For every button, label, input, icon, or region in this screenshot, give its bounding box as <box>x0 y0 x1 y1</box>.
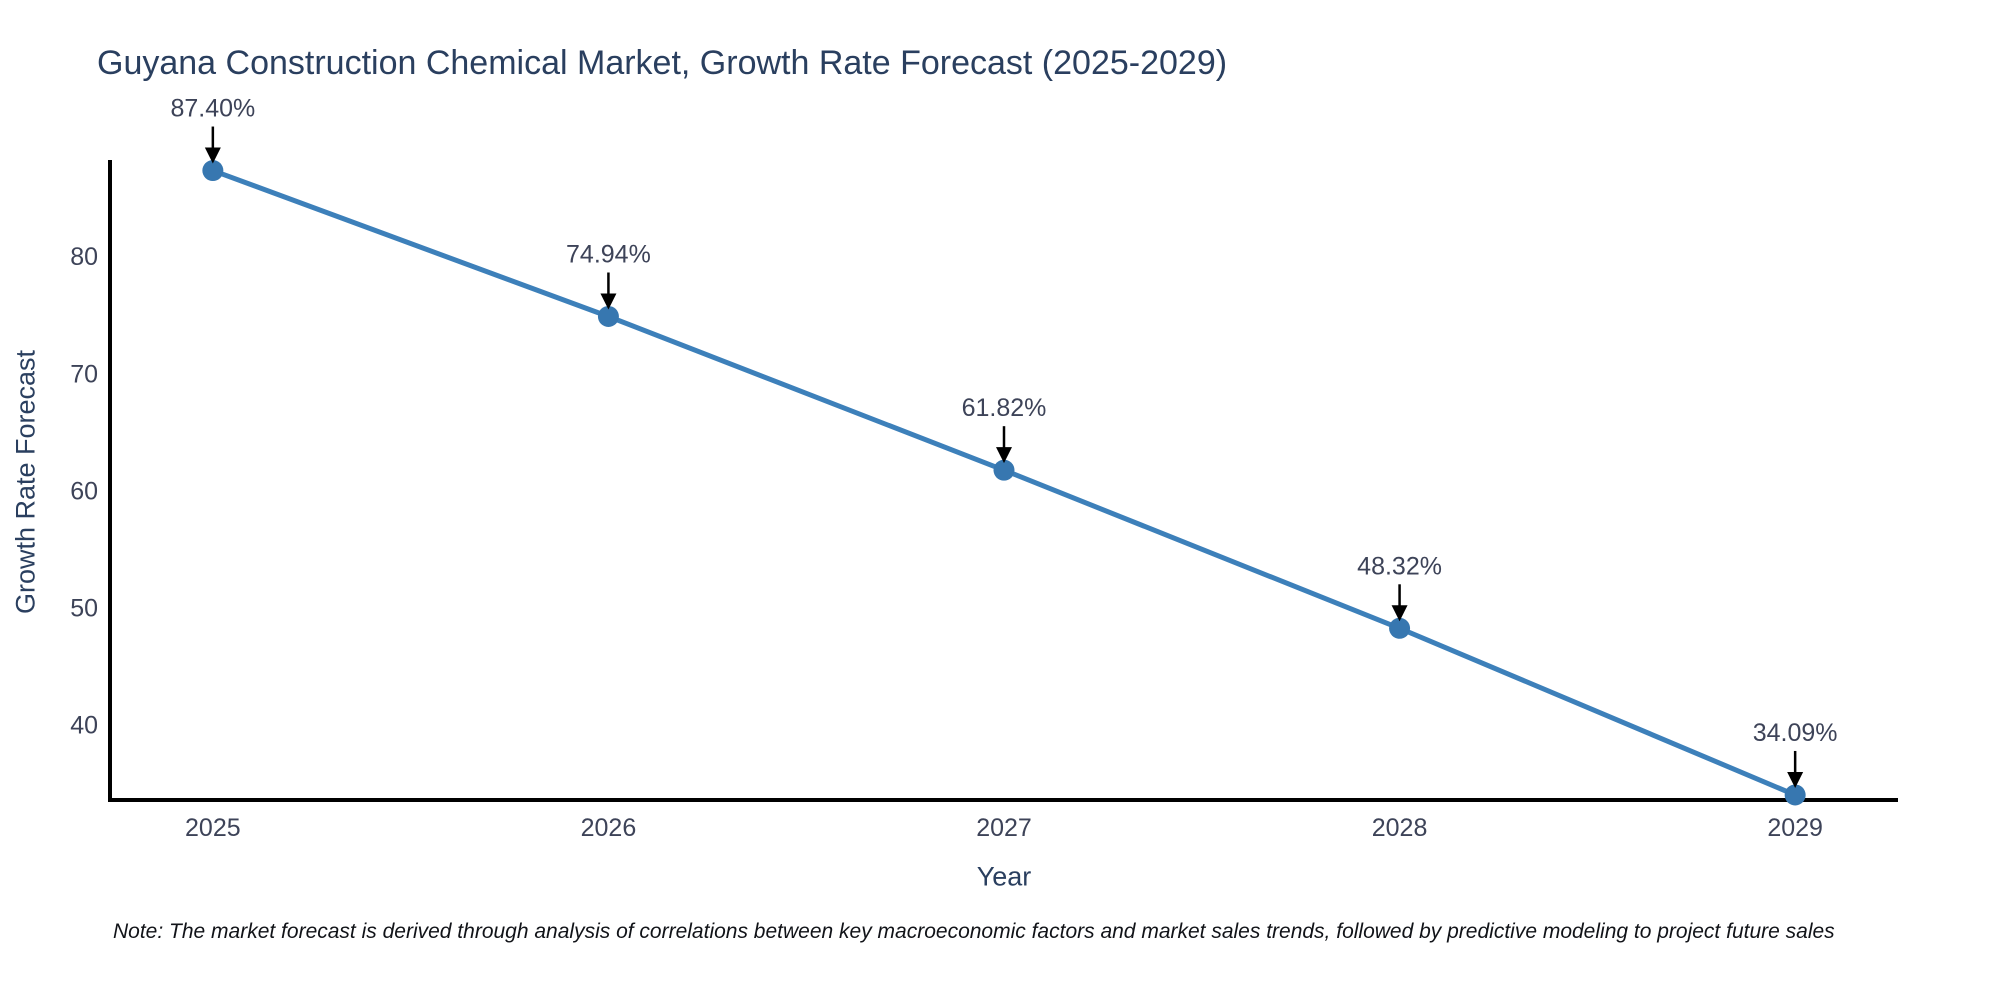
x-tick-label: 2027 <box>976 814 1032 842</box>
y-tick-label: 70 <box>70 360 98 388</box>
data-point-marker <box>993 459 1015 481</box>
data-point-marker <box>202 160 224 182</box>
y-axis-title: Growth Rate Forecast <box>10 349 41 615</box>
point-annotation: 74.94% <box>566 240 651 268</box>
point-annotation: 48.32% <box>1357 552 1442 580</box>
point-annotation: 61.82% <box>962 394 1047 422</box>
x-tick-label: 2026 <box>581 814 637 842</box>
x-axis-title: Year <box>976 861 1032 892</box>
annotation-arrowhead <box>996 447 1012 464</box>
data-point-marker <box>597 305 619 327</box>
x-tick-label: 2028 <box>1372 814 1428 842</box>
data-point-marker <box>1389 617 1411 639</box>
y-tick-label: 80 <box>70 243 98 271</box>
footnote: Note: The market forecast is derived thr… <box>113 920 1835 943</box>
x-tick-label: 2025 <box>185 814 241 842</box>
y-tick-label: 40 <box>70 712 98 740</box>
annotation-arrowhead <box>600 293 617 310</box>
y-tick-label: 50 <box>70 595 98 623</box>
annotation-arrowhead <box>1391 605 1408 622</box>
annotation-arrowhead <box>1787 771 1804 788</box>
data-point-marker <box>1784 784 1806 806</box>
y-tick-label: 60 <box>70 477 98 505</box>
trend-line <box>210 168 1798 798</box>
x-tick-label: 2029 <box>1767 814 1823 842</box>
annotation-arrowhead <box>204 147 221 164</box>
point-annotation: 87.40% <box>170 95 255 123</box>
chart-title: Guyana Construction Chemical Market, Gro… <box>97 44 1228 82</box>
point-annotation: 34.09% <box>1753 719 1838 747</box>
